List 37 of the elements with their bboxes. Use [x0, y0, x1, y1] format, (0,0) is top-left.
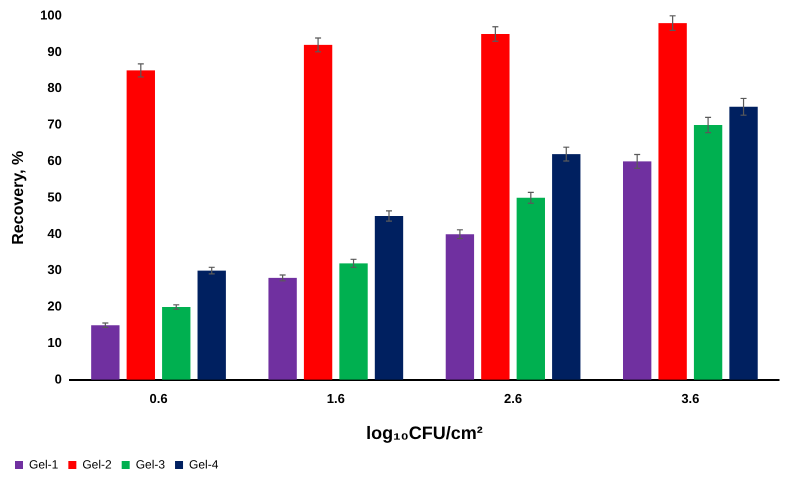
bar: [374, 216, 404, 380]
x-tick-label: 0.6: [149, 391, 168, 406]
bar: [162, 307, 190, 380]
x-axis-title: log₁₀CFU/cm²: [366, 423, 483, 444]
y-tick-label: 10: [47, 334, 62, 350]
y-tick-label: 80: [47, 80, 62, 96]
x-tick-label: 2.6: [504, 391, 522, 406]
y-tick-label: 50: [47, 189, 62, 204]
x-tick-label: 3.6: [681, 391, 700, 406]
legend-label: Gel-1: [29, 457, 59, 472]
y-tick-label: 60: [47, 152, 62, 168]
y-tick-label: 70: [47, 116, 62, 132]
x-tick-label: 1.6: [326, 391, 345, 406]
bar: [268, 278, 297, 380]
legend-label: Gel-4: [189, 457, 219, 472]
y-tick-label: 90: [47, 44, 62, 59]
bar: [658, 23, 687, 380]
y-tick-label: 0: [54, 371, 62, 386]
bar: [516, 198, 545, 380]
bar: [729, 106, 758, 380]
legend-label: Gel-2: [82, 457, 112, 472]
bar: [622, 161, 652, 380]
bar: [552, 154, 580, 380]
bar: [339, 263, 368, 380]
y-tick-label: 100: [40, 7, 62, 22]
bar: [198, 270, 226, 380]
bar: [694, 125, 722, 380]
y-tick-label: 40: [47, 226, 62, 241]
bar: [481, 34, 510, 380]
bar: [91, 325, 120, 380]
bar: [446, 234, 474, 380]
y-tick-label: 20: [47, 298, 62, 314]
y-tick-label: 30: [47, 262, 62, 278]
y-axis-title: Recovery, %: [10, 150, 28, 245]
legend-label: Gel-3: [136, 457, 166, 472]
bar: [304, 44, 332, 380]
bar: [126, 70, 155, 380]
